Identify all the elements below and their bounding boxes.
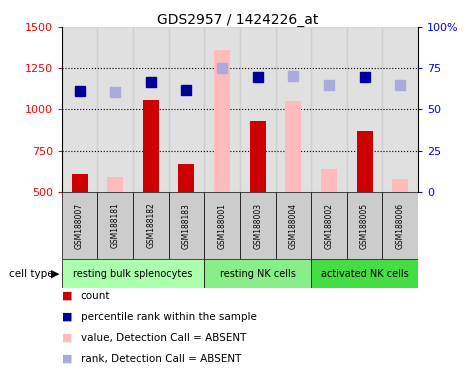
Bar xyxy=(204,192,240,259)
Text: GSM188002: GSM188002 xyxy=(324,203,333,248)
Bar xyxy=(276,192,311,259)
Bar xyxy=(347,192,382,259)
Text: GSM188007: GSM188007 xyxy=(75,202,84,249)
Text: rank, Detection Call = ABSENT: rank, Detection Call = ABSENT xyxy=(81,354,241,364)
Bar xyxy=(62,27,97,192)
Bar xyxy=(62,192,97,259)
Bar xyxy=(240,192,276,259)
Bar xyxy=(311,192,347,259)
Bar xyxy=(392,179,408,192)
Bar xyxy=(240,27,276,192)
Bar xyxy=(347,27,382,192)
Bar xyxy=(107,177,123,192)
Text: count: count xyxy=(81,291,110,301)
Bar xyxy=(204,259,311,288)
Text: percentile rank within the sample: percentile rank within the sample xyxy=(81,312,256,322)
Bar xyxy=(133,27,169,192)
Bar xyxy=(382,192,418,259)
Text: ■: ■ xyxy=(62,354,72,364)
Text: ■: ■ xyxy=(62,291,72,301)
Bar xyxy=(62,259,204,288)
Bar xyxy=(311,27,347,192)
Text: GSM188183: GSM188183 xyxy=(182,203,191,248)
Bar xyxy=(72,174,87,192)
Bar xyxy=(321,169,337,192)
Text: GSM188004: GSM188004 xyxy=(289,202,298,249)
Bar xyxy=(285,101,301,192)
Bar xyxy=(169,192,204,259)
Bar xyxy=(97,192,133,259)
Text: value, Detection Call = ABSENT: value, Detection Call = ABSENT xyxy=(81,333,246,343)
Bar xyxy=(179,164,194,192)
Text: GSM188181: GSM188181 xyxy=(111,203,120,248)
Text: GSM188006: GSM188006 xyxy=(396,202,405,249)
Bar xyxy=(204,27,240,192)
Bar xyxy=(276,27,311,192)
Text: GDS2957 / 1424226_at: GDS2957 / 1424226_at xyxy=(157,13,318,27)
Text: GSM188001: GSM188001 xyxy=(218,203,227,248)
Bar xyxy=(169,27,204,192)
Text: resting NK cells: resting NK cells xyxy=(220,268,295,279)
Text: GSM188003: GSM188003 xyxy=(253,202,262,249)
Bar xyxy=(250,121,266,192)
Bar xyxy=(357,131,372,192)
Bar xyxy=(133,192,169,259)
Bar xyxy=(311,259,418,288)
Text: cell type: cell type xyxy=(9,268,57,279)
Bar xyxy=(214,50,230,192)
Text: ■: ■ xyxy=(62,333,72,343)
Bar xyxy=(143,99,159,192)
Text: activated NK cells: activated NK cells xyxy=(321,268,408,279)
Text: ■: ■ xyxy=(62,312,72,322)
Text: resting bulk splenocytes: resting bulk splenocytes xyxy=(73,268,193,279)
Text: ▶: ▶ xyxy=(51,268,59,279)
Bar xyxy=(97,27,133,192)
Text: GSM188182: GSM188182 xyxy=(146,203,155,248)
Text: GSM188005: GSM188005 xyxy=(360,202,369,249)
Bar xyxy=(382,27,418,192)
